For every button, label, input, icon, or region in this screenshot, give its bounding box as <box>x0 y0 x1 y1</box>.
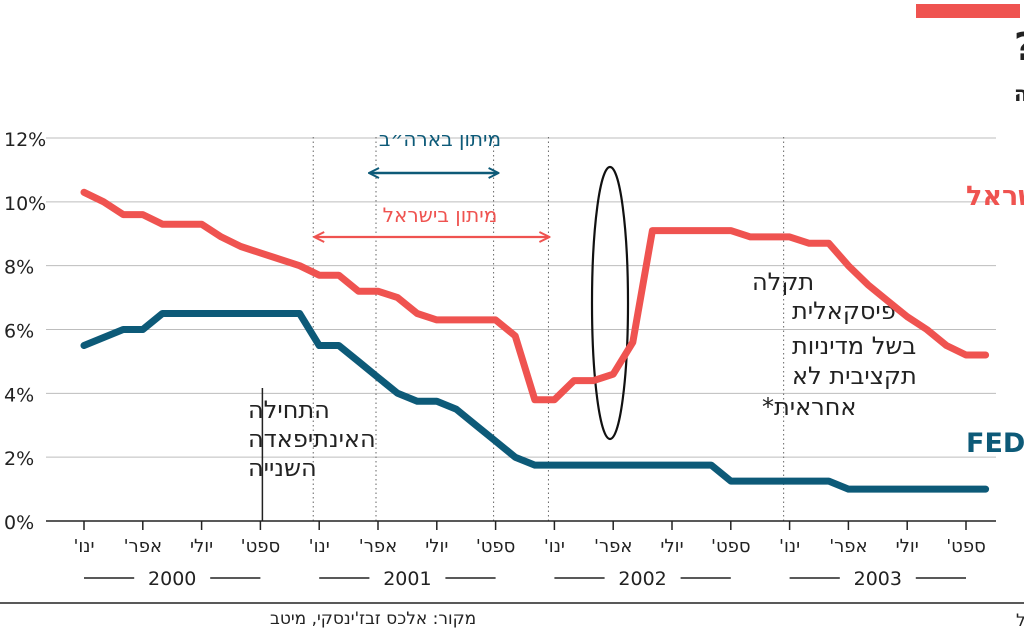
fiscal-line-5: אחראית* <box>762 393 856 421</box>
chart-title: איזוני הריבית: ההיסטוריה הכלכלית חוזרת? <box>1014 25 1024 69</box>
series-line-israel <box>80 188 990 404</box>
y-tick-label: 12% <box>4 129 46 151</box>
fiscal-line-4: תקציבית לא <box>792 362 917 390</box>
y-tick-label: 4% <box>4 384 34 406</box>
series-label-fed: ריבית ה־FED <box>966 428 1024 459</box>
y-tick-label: 10% <box>4 193 46 215</box>
fiscal-line-3: בשל מדיניות <box>792 332 916 360</box>
year-label: 2000 <box>148 568 196 590</box>
x-tick-label: ינו' <box>309 536 330 557</box>
intifada-line-3: השנייה <box>248 454 317 482</box>
x-tick-label: אפר' <box>594 536 632 557</box>
israel-recession-label: מיתון בישראל <box>383 203 498 227</box>
fiscal-label: תקלה פיסקאלית בשל מדיניות תקציבית לא אחר… <box>752 268 917 421</box>
intifada-line-2: האינתיפאדה <box>248 425 376 453</box>
x-axis: ינו' אפר' יולי ספט' ינו' אפר' יולי ספט' ינו' אפר'… <box>46 520 996 590</box>
series-label-israel: ריבית בנק ישראל <box>966 181 1024 212</box>
series <box>80 188 990 493</box>
x-tick-label: ינו' <box>73 536 94 557</box>
x-tick-label: ינו' <box>544 536 565 557</box>
source-note: מקור: אלכס זבז'ינסקי, מיטב <box>270 609 476 629</box>
y-tick-label: 8% <box>4 257 34 279</box>
x-tick-label: אפר' <box>359 536 397 557</box>
x-tick-label: ספט' <box>711 536 751 557</box>
fiscal-line-2: פיסקאלית <box>792 297 896 325</box>
x-tick-label: אפר' <box>829 536 867 557</box>
x-tick-label: ספט' <box>946 536 986 557</box>
x-tick-label: יולי <box>425 536 448 557</box>
year-label: 2003 <box>854 568 902 590</box>
x-tick-label: ספט' <box>241 536 281 557</box>
x-tick-label: ספט' <box>476 536 516 557</box>
grid <box>46 137 996 521</box>
x-tick-label: אפר' <box>124 536 162 557</box>
chart-subtitle: שיעורי הריבית בתקופת המיתון בארה״ב ובישר… <box>1014 82 1024 106</box>
y-tick-label: 2% <box>4 448 34 470</box>
x-tick-label: יולי <box>190 536 213 557</box>
intifada-label: התחילה האינתיפאדה השנייה <box>248 396 376 482</box>
fiscal-ellipse <box>590 165 630 441</box>
y-tick-label: 6% <box>4 321 34 343</box>
y-tick-label: 0% <box>4 512 34 534</box>
x-tick-label: יולי <box>896 536 919 557</box>
series-line-fed <box>80 310 990 493</box>
y-axis: 0% 2% 4% 6% 8% 10% 12% <box>4 129 46 534</box>
year-label: 2001 <box>383 568 431 590</box>
accent-bar <box>916 4 1020 18</box>
year-label: 2002 <box>618 568 666 590</box>
x-tick-label: יולי <box>660 536 683 557</box>
x-tick-label: ינו' <box>779 536 800 557</box>
fiscal-line-1: תקלה <box>752 268 814 296</box>
intifada-line-1: התחילה <box>248 396 330 424</box>
us-recession-label: מיתון בארה״ב <box>379 127 501 151</box>
